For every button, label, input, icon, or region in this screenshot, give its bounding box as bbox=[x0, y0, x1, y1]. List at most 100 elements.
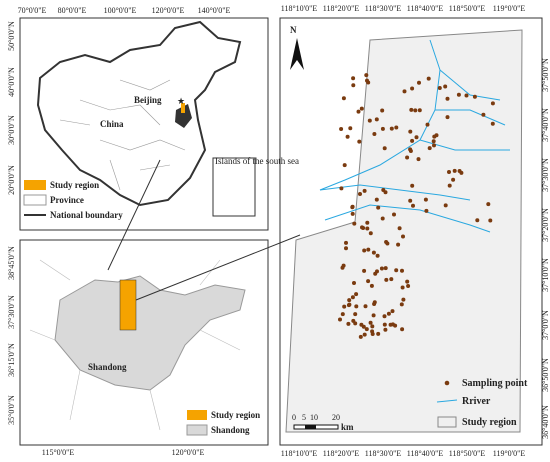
sampling-point bbox=[381, 188, 386, 192]
sampling-point bbox=[375, 253, 380, 258]
legend-label: National boundary bbox=[50, 210, 123, 220]
sampling-point bbox=[490, 121, 495, 126]
sampling-point bbox=[383, 327, 388, 332]
shandong-shape bbox=[54, 275, 246, 391]
sampling-point bbox=[368, 231, 373, 236]
sampling-point bbox=[445, 115, 450, 120]
sampling-points bbox=[338, 73, 495, 339]
sampling-point bbox=[376, 331, 381, 336]
sampling-point bbox=[345, 134, 350, 139]
sampling-point bbox=[488, 218, 493, 223]
sampling-point bbox=[350, 205, 355, 210]
sampling-point bbox=[359, 106, 364, 111]
sampling-point bbox=[344, 246, 348, 251]
tick-label: 100°0'0"E bbox=[104, 6, 137, 15]
tick-label: 38°45'0"N bbox=[7, 246, 16, 280]
tick-label: 118°20'0"E bbox=[323, 449, 360, 458]
sampling-point bbox=[351, 318, 356, 323]
tick-label: 120°0'0"E bbox=[152, 6, 185, 15]
sampling-point bbox=[370, 324, 375, 329]
connector bbox=[107, 159, 161, 271]
sampling-point bbox=[351, 83, 356, 88]
sampling-point bbox=[362, 248, 367, 253]
north-arrow bbox=[290, 38, 304, 70]
china-outline bbox=[36, 20, 242, 207]
tick-label: 50°0'0"N bbox=[7, 21, 16, 51]
sampling-point bbox=[363, 304, 368, 309]
tick-label: 119°0'0"E bbox=[493, 449, 526, 458]
tick-label: 37°10'0"N bbox=[541, 258, 550, 292]
sampling-point bbox=[351, 76, 356, 81]
legend-label: Study region bbox=[462, 417, 517, 428]
sampling-point bbox=[424, 208, 429, 213]
sampling-point bbox=[362, 268, 367, 273]
sampling-point bbox=[368, 320, 373, 325]
tick-label: 118°50'0"E bbox=[449, 449, 486, 458]
sampling-point bbox=[432, 143, 436, 148]
sampling-point bbox=[423, 197, 428, 202]
connector bbox=[135, 234, 301, 301]
sampling-point bbox=[376, 205, 381, 210]
sampling-point bbox=[384, 277, 389, 282]
sampling-point bbox=[342, 163, 347, 168]
sampling-point bbox=[361, 226, 366, 230]
tick-label: 118°40'0"E bbox=[407, 449, 444, 458]
sampling-point bbox=[371, 313, 376, 318]
sampling-point bbox=[352, 281, 356, 285]
sampling-point bbox=[405, 155, 410, 160]
sampling-point bbox=[380, 216, 385, 221]
sampling-point bbox=[380, 108, 385, 113]
tick-label: 37°50'0"N bbox=[541, 58, 550, 92]
legend-swatch bbox=[436, 399, 458, 403]
sampling-point bbox=[356, 109, 361, 114]
sampling-point bbox=[362, 188, 367, 193]
scale-label: 0 bbox=[292, 413, 296, 422]
tick-label: 119°0'0"E bbox=[493, 4, 526, 13]
inset-frame bbox=[212, 157, 256, 217]
sampling-point bbox=[347, 302, 352, 307]
legend-label: Shandong bbox=[211, 425, 250, 435]
sampling-point bbox=[425, 122, 430, 127]
sampling-point bbox=[445, 96, 450, 101]
sampling-point bbox=[379, 266, 384, 271]
sampling-point bbox=[390, 322, 395, 327]
sampling-point bbox=[408, 147, 413, 152]
sampling-point bbox=[413, 108, 418, 113]
legend-label: Study region bbox=[211, 410, 260, 420]
sampling-point bbox=[362, 332, 367, 337]
tick-label: 70°0'0"E bbox=[18, 6, 47, 15]
sampling-point bbox=[386, 311, 391, 316]
scale-bar bbox=[305, 425, 316, 429]
sampling-point bbox=[390, 309, 395, 314]
sampling-point bbox=[401, 297, 406, 302]
sampling-point bbox=[447, 170, 451, 174]
tick-label: 37°30'0"N bbox=[541, 158, 550, 192]
sampling-point bbox=[443, 84, 448, 89]
sampling-point bbox=[426, 76, 431, 81]
scale-label: 5 bbox=[302, 413, 306, 422]
tick-label: 37°20'0"N bbox=[541, 208, 550, 242]
legend-swatch bbox=[186, 424, 208, 436]
sampling-point bbox=[350, 295, 355, 300]
tick-label: 80°0'0"E bbox=[58, 6, 87, 15]
sampling-point bbox=[358, 192, 362, 196]
sampling-point bbox=[354, 292, 359, 297]
sampling-point bbox=[400, 285, 405, 290]
sampling-point bbox=[340, 312, 345, 317]
country-label: China bbox=[100, 119, 124, 129]
sampling-point bbox=[409, 107, 414, 112]
tick-label: 118°20'0"E bbox=[323, 4, 360, 13]
sampling-point bbox=[457, 169, 462, 173]
tick-label: 37°0'0"N bbox=[541, 310, 550, 340]
sampling-point bbox=[431, 139, 436, 144]
sampling-point bbox=[370, 332, 375, 336]
sampling-point bbox=[400, 327, 405, 332]
legend-label: Sampling point bbox=[462, 378, 528, 389]
tick-label: 118°50'0"E bbox=[449, 4, 486, 13]
sampling-point bbox=[374, 197, 379, 202]
tick-label: 36°50'0"N bbox=[541, 358, 550, 392]
sampling-point bbox=[400, 268, 404, 273]
tick-label: 36°15'0"N bbox=[7, 343, 16, 377]
sampling-point bbox=[408, 129, 413, 134]
province-label: Shandong bbox=[88, 362, 127, 372]
